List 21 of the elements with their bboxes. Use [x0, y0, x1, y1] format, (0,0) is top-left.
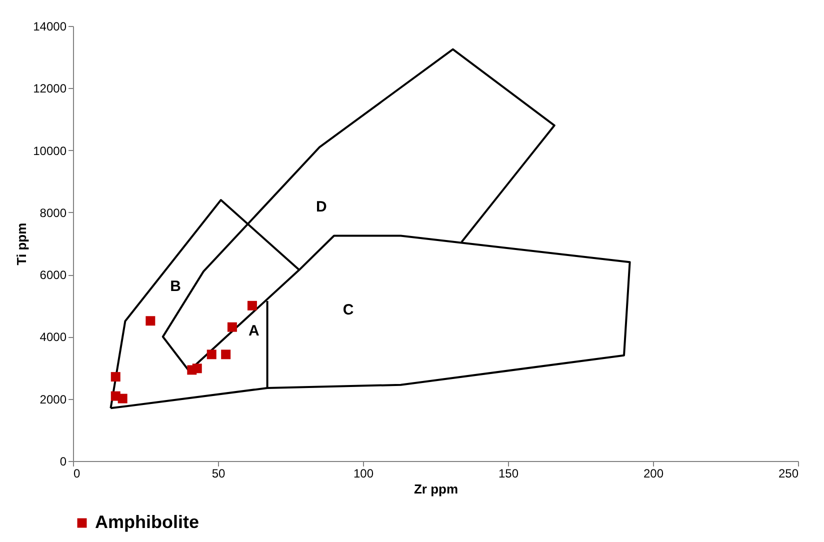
annotation: A [248, 322, 260, 340]
y-tick-label: 12000 [33, 82, 67, 96]
y-tick-label: 8000 [40, 206, 67, 220]
x-tick-label: 200 [643, 466, 664, 480]
y-tick-label: 2000 [40, 392, 67, 406]
x-tick-label: 50 [212, 466, 226, 480]
y-tick-label: 10000 [33, 144, 67, 158]
annotation: B [170, 278, 182, 295]
y-axis-title: Ti ppm [14, 222, 30, 266]
y-tick-label: 6000 [40, 268, 67, 282]
x-tick-label: 150 [498, 466, 519, 480]
y-tick-label: 0 [60, 454, 67, 468]
y-tick-label: 14000 [33, 20, 67, 34]
annotation: C [342, 301, 354, 318]
x-tick-label: 0 [74, 466, 80, 480]
annotation: D [316, 198, 327, 216]
legend-label: Amphibolite [95, 512, 199, 532]
x-axis-title: Zr ppm [414, 482, 458, 496]
x-tick-label: 100 [353, 466, 374, 480]
x-tick-label: 250 [778, 466, 799, 480]
y-tick-label: 4000 [40, 330, 67, 344]
